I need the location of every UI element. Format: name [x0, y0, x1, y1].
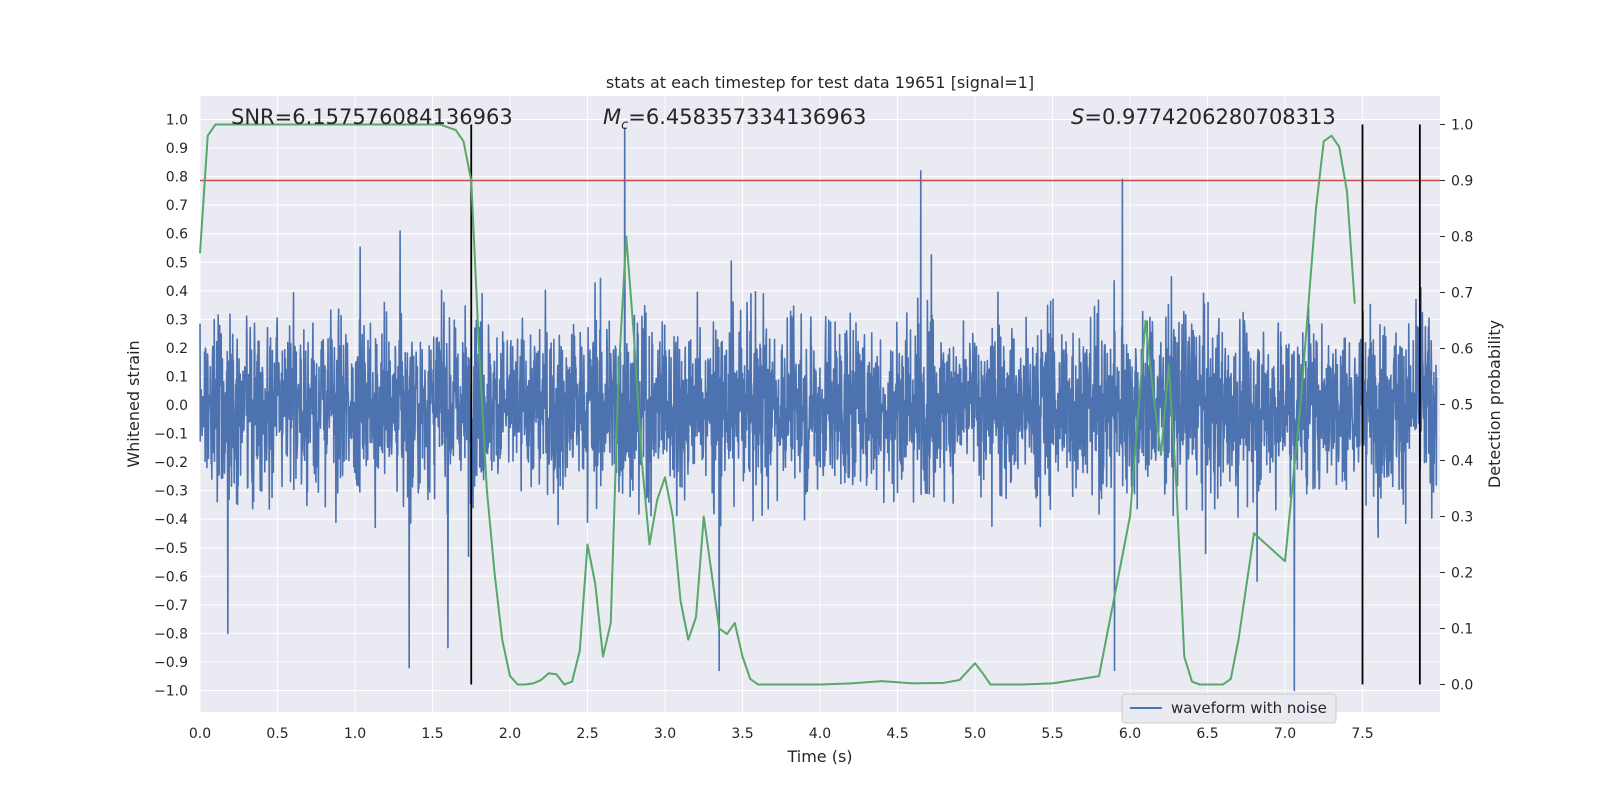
x-tick-label: 5.5: [1041, 726, 1063, 742]
probability-series: [199, 123, 1356, 686]
y-right-tick-label: 0.4: [1451, 454, 1473, 470]
y-axis-left-label: Whitened strain: [124, 340, 143, 467]
x-tick-label: 3.5: [731, 726, 753, 742]
y-left-tick-label: −0.9: [154, 655, 188, 671]
x-tick-label: 1.0: [344, 726, 366, 742]
waveform-line: [199, 127, 1438, 692]
x-tick-label: 7.0: [1274, 726, 1296, 742]
y-axis-right-label: Detection probability: [1485, 320, 1504, 488]
x-tick-label: 6.0: [1119, 726, 1141, 742]
y-left-tick-label: 0.5: [166, 255, 188, 271]
mc-subscript: c: [621, 118, 628, 133]
snr-annotation: SNR=6.157576084136963: [231, 105, 513, 129]
y-left-tick-label: 0.4: [166, 284, 188, 300]
y-left-tick-label: −0.1: [154, 427, 188, 443]
y-left-tick-label: 0.2: [166, 341, 188, 357]
y-left-tick-label: 0.0: [166, 398, 188, 414]
y-left-tick-label: −0.7: [154, 598, 188, 614]
axes: 0.0 0.5 1.0 1.5 2.0 2.5 3.0 3.5 4.0 4.5 5.0 5.5 6.0 6…: [154, 113, 1473, 743]
y-right-tick-label: 0.3: [1451, 510, 1473, 526]
y-left-tick-label: −0.6: [154, 569, 188, 585]
y-left-tick-label: −0.5: [154, 541, 188, 557]
x-tick-label: 4.0: [809, 726, 831, 742]
s-value: =0.9774206280708313: [1084, 105, 1335, 129]
y-left-tick-label: 0.7: [166, 198, 188, 214]
x-tick-label: 2.5: [576, 726, 598, 742]
y-left-tick-label: −0.2: [154, 455, 188, 471]
y-right-tick-label: 0.1: [1451, 622, 1473, 638]
y-right-tick-label: 1.0: [1451, 118, 1473, 134]
y-left-tick-label: 1.0: [166, 113, 188, 129]
s-symbol: S: [1071, 105, 1084, 129]
x-tick-label: 1.5: [421, 726, 443, 742]
legend: waveform with noise: [1121, 693, 1337, 724]
mc-symbol: M: [603, 105, 621, 129]
chart-title: stats at each timestep for test data 196…: [606, 73, 1034, 92]
x-tick-label: 0.5: [266, 726, 288, 742]
waveform-series: [199, 127, 1438, 692]
y-right-tick-label: 0.9: [1451, 174, 1473, 190]
y-left-tick-label: −0.8: [154, 626, 188, 642]
y-left-tick-label: 0.6: [166, 227, 188, 243]
y-left-tick-label: 0.3: [166, 312, 188, 328]
x-tick-label: 0.0: [189, 726, 211, 742]
x-tick-label: 7.5: [1351, 726, 1373, 742]
legend-label: waveform with noise: [1171, 699, 1327, 717]
x-tick-label: 6.5: [1196, 726, 1218, 742]
y-left-tick-label: 0.8: [166, 170, 188, 186]
x-tick-label: 3.0: [654, 726, 676, 742]
y-right-tick-label: 0.7: [1451, 286, 1473, 302]
y-right-tick-label: 0.8: [1451, 230, 1473, 246]
s-annotation: S=0.9774206280708313: [1071, 105, 1336, 129]
y-right-tick-label: 0.5: [1451, 398, 1473, 414]
probability-line: [199, 123, 1356, 686]
x-tick-label: 2.0: [499, 726, 521, 742]
x-axis-label: Time (s): [786, 747, 852, 766]
y-right-tick-label: 0.6: [1451, 342, 1473, 358]
mc-value: =6.458357334136963: [628, 105, 866, 129]
y-right-tick-label: 0.2: [1451, 566, 1473, 582]
y-left-tick-label: −0.4: [154, 512, 188, 528]
legend-box: [1121, 693, 1337, 724]
x-tick-label: 4.5: [886, 726, 908, 742]
y-left-tick-label: 0.1: [166, 369, 188, 385]
y-left-tick-label: −0.3: [154, 484, 188, 500]
y-right-tick-label: 0.0: [1451, 678, 1473, 694]
y-left-tick-label: −1.0: [154, 684, 188, 700]
y-left-tick-label: 0.9: [166, 141, 188, 157]
mc-annotation: Mc=6.458357334136963: [603, 105, 866, 133]
reference-lines: [200, 124, 1440, 685]
x-tick-label: 5.0: [964, 726, 986, 742]
